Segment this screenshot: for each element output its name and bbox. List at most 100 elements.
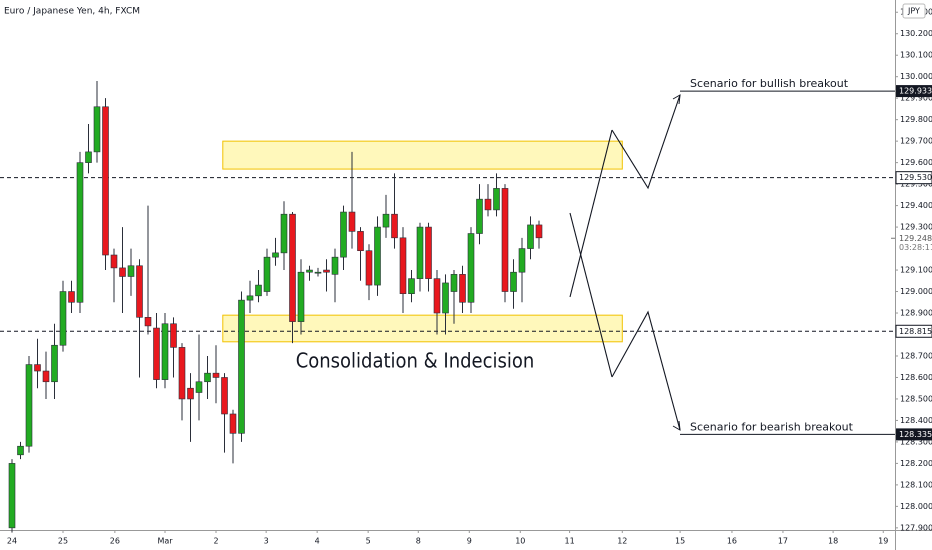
candle-body [187, 387, 194, 400]
y-tick-label: 130.100 [900, 51, 932, 60]
candle-body [527, 224, 534, 249]
x-tick-label: 4 [315, 537, 320, 546]
candle-body [535, 224, 543, 239]
candle-body [119, 267, 126, 277]
price-label-bg [895, 171, 932, 185]
x-tick-label: 25 [58, 537, 68, 546]
candle-body [484, 198, 492, 211]
x-tick-label: 18 [828, 537, 838, 546]
candle-body [331, 256, 339, 275]
candle-body [408, 278, 415, 294]
candle-body [85, 151, 92, 163]
candle-body [212, 372, 220, 378]
candle-body [340, 211, 347, 258]
y-tick-label: 127.900 [900, 523, 932, 532]
y-tick-label: 128.300 [900, 437, 932, 446]
candle-body [42, 370, 50, 383]
candle-body [357, 231, 364, 252]
candle-body [153, 327, 160, 380]
y-tick-label: 128.100 [900, 480, 932, 489]
chart-title: Euro / Japanese Yen, 4h, FXCM [4, 7, 140, 17]
x-tick-label: 9 [467, 537, 472, 546]
price-label-bg [896, 85, 932, 98]
candle-body [246, 295, 254, 301]
x-tick-label: Mar [157, 537, 173, 546]
layers: 127.900 128.000 128.100 128.200 128.300 128.4… [0, 3, 932, 546]
candle-body [476, 198, 483, 234]
candle-body [255, 284, 262, 297]
y-tick-label: 130.200 [900, 29, 932, 38]
candle-body [314, 271, 322, 274]
y-tick-label: 128.400 [900, 416, 932, 425]
y-tick-label: 129.000 [900, 287, 932, 296]
candle-body [391, 213, 398, 239]
currency-box [902, 3, 926, 19]
candle-body [459, 274, 466, 303]
y-tick-label: 128.200 [900, 459, 932, 468]
x-tick-label: 10 [515, 537, 525, 546]
candle-body [263, 256, 271, 292]
candle-body [161, 323, 169, 380]
y-tick-label: 129.700 [900, 137, 932, 146]
x-tick-label: 5 [366, 537, 371, 546]
candle-body [493, 188, 500, 211]
candle-body [51, 344, 58, 383]
y-tick-label: 128.000 [900, 502, 932, 511]
y-tick-label: 129.900 [900, 94, 932, 103]
y-tick-label: 129.400 [900, 201, 932, 210]
y-tick-label: 129.600 [900, 158, 932, 167]
candle-body [144, 317, 152, 327]
candle-body [25, 364, 33, 447]
candle-body [221, 377, 228, 415]
candle-body [229, 413, 237, 434]
annotation: Consolidation & Indecision [296, 349, 535, 373]
last-price-label: 129.248 [899, 234, 932, 243]
y-tick-label: 128.900 [900, 309, 932, 318]
x-tick-label: 2 [213, 537, 218, 546]
candle-body [238, 299, 245, 434]
last-price-bg [896, 231, 932, 254]
x-tick-label: 16 [727, 537, 737, 546]
candle-body [34, 364, 41, 372]
price-label: 129.530 [899, 173, 932, 182]
candle-body [348, 211, 356, 232]
y-tick-label: 128.600 [900, 373, 932, 382]
y-tick-label: 128.700 [900, 351, 932, 360]
x-tick-label: 3 [264, 537, 269, 546]
candle-body [59, 291, 67, 346]
candle-body [382, 213, 390, 228]
price-label: 128.335 [899, 430, 932, 439]
currency: JPY [907, 7, 920, 16]
drawing-line [569, 212, 613, 378]
candle-body [365, 250, 373, 286]
candle-body [425, 226, 432, 279]
candle-body [323, 269, 330, 273]
x-tick-label: 12 [617, 537, 627, 546]
x-tick-label: 8 [416, 537, 421, 546]
candle-body [306, 269, 313, 273]
drawing-line [611, 94, 681, 190]
candle-body [136, 265, 143, 318]
y-tick-label: 129.800 [900, 115, 932, 124]
candle-body [297, 271, 305, 322]
candle-body [178, 347, 186, 400]
candle-body [289, 213, 296, 322]
y-tick-label: 129.300 [900, 223, 932, 232]
zone [222, 140, 623, 170]
candle-body [467, 233, 475, 303]
y-tick-label: 130.000 [900, 72, 932, 81]
candle-body [127, 265, 135, 277]
candle-body [8, 463, 16, 529]
scenario-label: Scenario for bullish breakout [690, 77, 849, 90]
price-label: 129.933 [899, 87, 932, 96]
candle-body [93, 106, 101, 153]
candle-body [280, 213, 288, 254]
arrow-head [672, 94, 681, 105]
candle-body [399, 237, 407, 294]
candle-body [102, 106, 109, 256]
drawing-line [611, 310, 681, 431]
candle-body [374, 226, 381, 286]
candle-body [110, 254, 118, 269]
